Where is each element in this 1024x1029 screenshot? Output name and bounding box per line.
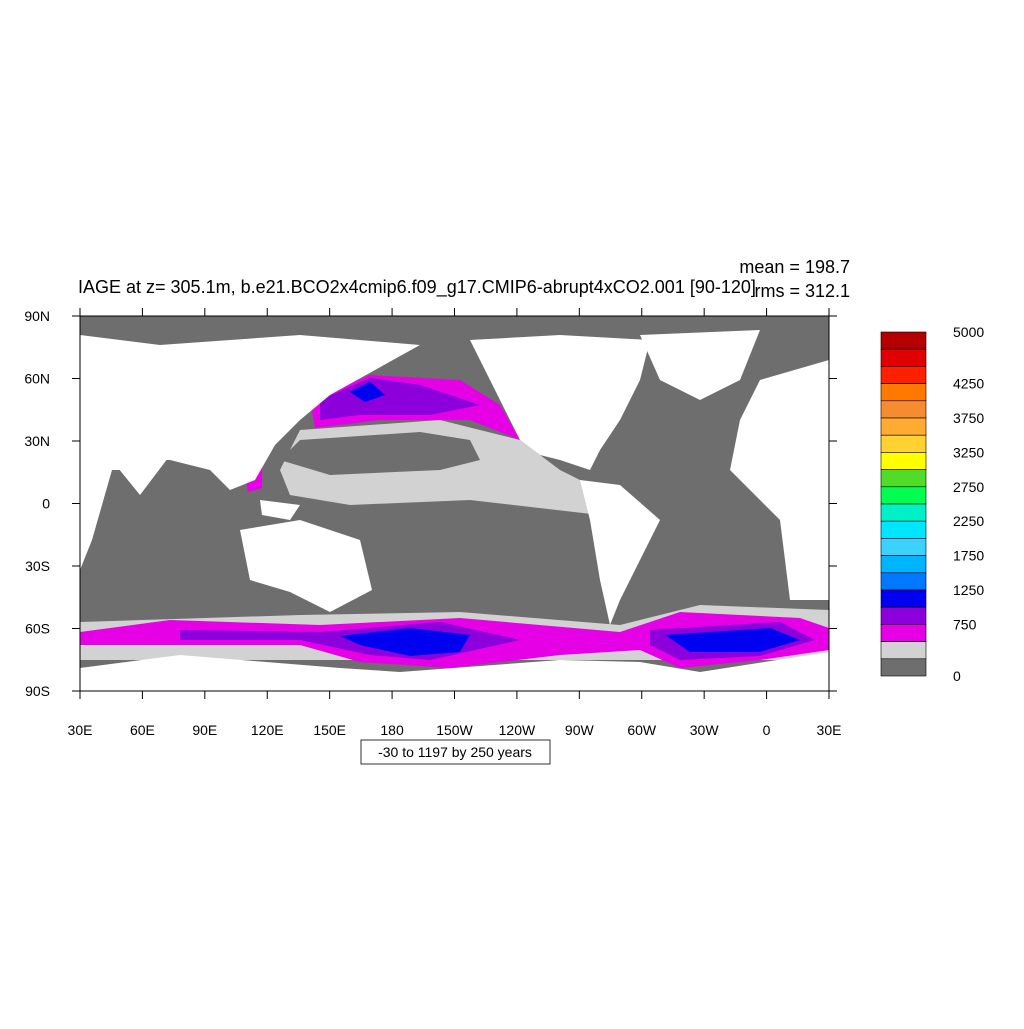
colorbar-box [880, 366, 927, 384]
info-box [360, 739, 551, 765]
colorbar-label: 5000 [953, 324, 984, 340]
axes: 30E 60E 90E 120E 150E 180 150W 120W 90W 60W 30W 0 30… [24, 308, 841, 738]
info-label: -30 to 1197 by 250 years [378, 744, 532, 760]
colorbar-label: 1250 [953, 582, 984, 598]
colorbar-box [880, 417, 927, 436]
y-tick-label: 0 [42, 496, 50, 512]
rms-label: rms = 312.1 [754, 281, 850, 301]
colorbar: 5000 4250 3750 3250 2750 2250 1750 1250 750 0 [880, 324, 984, 684]
x-tick-label: 180 [380, 722, 404, 738]
colorbar-box [880, 589, 927, 608]
colorbar-label: 2250 [953, 513, 984, 529]
colorbar-label: 0 [953, 668, 961, 684]
y-tick-label: 90N [24, 308, 50, 324]
map-title: IAGE at z= 305.1m, b.e21.BCO2x4cmip6.f09… [78, 277, 756, 298]
colorbar-box [880, 469, 927, 488]
colorbar-box [880, 520, 927, 539]
colorbar-box [880, 658, 927, 677]
x-tick-label: 30E [817, 722, 842, 738]
colorbar-box [880, 624, 927, 642]
colorbar-box [880, 486, 927, 505]
colorbar-box [880, 555, 927, 574]
colorbar-box [880, 606, 927, 625]
x-tick-label: 90W [565, 722, 595, 738]
y-tick-label: 30N [24, 433, 50, 449]
colorbar-label: 750 [953, 616, 977, 632]
colorbar-box [880, 434, 927, 453]
mean-label: mean = 198.7 [739, 257, 850, 277]
colorbar-box [880, 383, 927, 402]
colorbar-label: 3750 [953, 410, 984, 426]
colorbar-label: 3250 [953, 444, 984, 460]
colorbar-box [880, 572, 927, 591]
map-field [79, 315, 830, 692]
x-tick-label: 0 [763, 722, 771, 738]
colorbar-box [880, 452, 927, 470]
x-tick-label: 120E [251, 722, 284, 738]
colorbar-box [880, 400, 927, 419]
y-tick-label: 60N [24, 371, 50, 387]
colorbar-box [880, 641, 927, 660]
colorbar-box [880, 348, 927, 367]
colorbar-label: 4250 [953, 376, 984, 392]
colorbar-box [880, 503, 927, 522]
colorbar-label: 1750 [953, 548, 984, 564]
x-tick-label: 120W [499, 722, 536, 738]
colorbar-label: 2750 [953, 479, 984, 495]
x-tick-label: 90E [192, 722, 217, 738]
x-tick-label: 30E [68, 722, 93, 738]
x-tick-label: 30W [690, 722, 720, 738]
x-tick-label: 60W [627, 722, 657, 738]
y-tick-label: 60S [25, 621, 50, 637]
y-tick-label: 90S [25, 683, 50, 699]
x-tick-label: 150E [313, 722, 346, 738]
x-tick-label: 60E [130, 722, 155, 738]
y-tick-label: 30S [25, 558, 50, 574]
colorbar-box [880, 538, 927, 556]
colorbar-box [880, 331, 927, 350]
x-tick-label: 150W [436, 722, 473, 738]
